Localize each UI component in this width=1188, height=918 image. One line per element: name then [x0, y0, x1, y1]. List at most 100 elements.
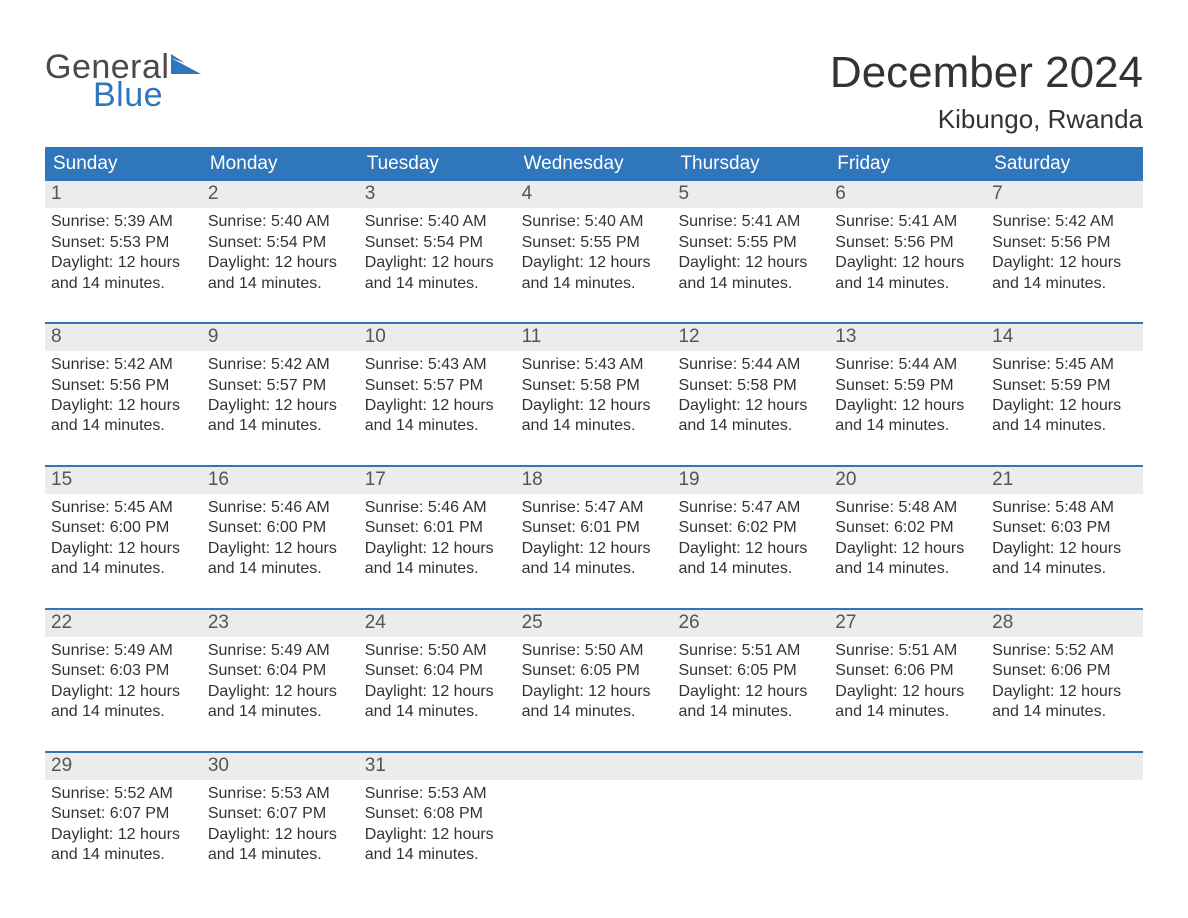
day-cell [829, 753, 986, 872]
sunrise-line: Sunrise: 5:46 AM [365, 498, 510, 518]
day-number [672, 753, 829, 780]
daylight-line: Daylight: 12 hours and 14 minutes. [51, 825, 196, 866]
day-body: Sunrise: 5:46 AMSunset: 6:01 PMDaylight:… [359, 494, 516, 586]
daylight-line: Daylight: 12 hours and 14 minutes. [365, 825, 510, 866]
sunset-line: Sunset: 5:58 PM [522, 376, 667, 396]
day-number: 20 [829, 467, 986, 494]
day-body: Sunrise: 5:53 AMSunset: 6:08 PMDaylight:… [359, 780, 516, 872]
sunrise-line: Sunrise: 5:53 AM [365, 784, 510, 804]
day-number [516, 753, 673, 780]
day-body: Sunrise: 5:40 AMSunset: 5:54 PMDaylight:… [359, 208, 516, 300]
day-cell: 22Sunrise: 5:49 AMSunset: 6:03 PMDayligh… [45, 610, 202, 729]
day-body [672, 780, 829, 790]
day-body: Sunrise: 5:43 AMSunset: 5:57 PMDaylight:… [359, 351, 516, 443]
sunset-line: Sunset: 5:56 PM [992, 233, 1137, 253]
daylight-line: Daylight: 12 hours and 14 minutes. [51, 396, 196, 437]
day-body: Sunrise: 5:47 AMSunset: 6:01 PMDaylight:… [516, 494, 673, 586]
sunrise-line: Sunrise: 5:45 AM [992, 355, 1137, 375]
day-cell: 31Sunrise: 5:53 AMSunset: 6:08 PMDayligh… [359, 753, 516, 872]
sunset-line: Sunset: 6:01 PM [522, 518, 667, 538]
sunset-line: Sunset: 6:03 PM [51, 661, 196, 681]
day-cell: 12Sunrise: 5:44 AMSunset: 5:58 PMDayligh… [672, 324, 829, 443]
weeks-container: 1Sunrise: 5:39 AMSunset: 5:53 PMDaylight… [45, 181, 1143, 871]
daylight-line: Daylight: 12 hours and 14 minutes. [51, 539, 196, 580]
sunset-line: Sunset: 6:00 PM [208, 518, 353, 538]
location-label: Kibungo, Rwanda [830, 104, 1143, 135]
weekday-tuesday: Tuesday [359, 147, 516, 181]
day-number: 5 [672, 181, 829, 208]
day-number: 24 [359, 610, 516, 637]
daylight-line: Daylight: 12 hours and 14 minutes. [835, 253, 980, 294]
daylight-line: Daylight: 12 hours and 14 minutes. [678, 396, 823, 437]
sunrise-line: Sunrise: 5:45 AM [51, 498, 196, 518]
sunset-line: Sunset: 5:53 PM [51, 233, 196, 253]
sunrise-line: Sunrise: 5:44 AM [678, 355, 823, 375]
daylight-line: Daylight: 12 hours and 14 minutes. [678, 682, 823, 723]
day-cell: 2Sunrise: 5:40 AMSunset: 5:54 PMDaylight… [202, 181, 359, 300]
daylight-line: Daylight: 12 hours and 14 minutes. [365, 682, 510, 723]
sunset-line: Sunset: 5:57 PM [365, 376, 510, 396]
day-number: 25 [516, 610, 673, 637]
weekday-thursday: Thursday [672, 147, 829, 181]
day-cell: 10Sunrise: 5:43 AMSunset: 5:57 PMDayligh… [359, 324, 516, 443]
daylight-line: Daylight: 12 hours and 14 minutes. [51, 253, 196, 294]
day-number: 14 [986, 324, 1143, 351]
daylight-line: Daylight: 12 hours and 14 minutes. [365, 253, 510, 294]
day-cell: 24Sunrise: 5:50 AMSunset: 6:04 PMDayligh… [359, 610, 516, 729]
day-cell: 23Sunrise: 5:49 AMSunset: 6:04 PMDayligh… [202, 610, 359, 729]
day-number: 18 [516, 467, 673, 494]
sunrise-line: Sunrise: 5:41 AM [835, 212, 980, 232]
day-body: Sunrise: 5:43 AMSunset: 5:58 PMDaylight:… [516, 351, 673, 443]
sunrise-line: Sunrise: 5:42 AM [992, 212, 1137, 232]
sunrise-line: Sunrise: 5:53 AM [208, 784, 353, 804]
sunset-line: Sunset: 5:55 PM [522, 233, 667, 253]
day-body: Sunrise: 5:50 AMSunset: 6:04 PMDaylight:… [359, 637, 516, 729]
sunset-line: Sunset: 6:04 PM [365, 661, 510, 681]
day-cell: 29Sunrise: 5:52 AMSunset: 6:07 PMDayligh… [45, 753, 202, 872]
sunrise-line: Sunrise: 5:40 AM [208, 212, 353, 232]
daylight-line: Daylight: 12 hours and 14 minutes. [522, 253, 667, 294]
day-number [986, 753, 1143, 780]
sunrise-line: Sunrise: 5:50 AM [522, 641, 667, 661]
sunrise-line: Sunrise: 5:40 AM [522, 212, 667, 232]
sunrise-line: Sunrise: 5:41 AM [678, 212, 823, 232]
day-cell: 11Sunrise: 5:43 AMSunset: 5:58 PMDayligh… [516, 324, 673, 443]
daylight-line: Daylight: 12 hours and 14 minutes. [992, 682, 1137, 723]
sunset-line: Sunset: 5:56 PM [51, 376, 196, 396]
sunset-line: Sunset: 6:05 PM [522, 661, 667, 681]
day-body [829, 780, 986, 790]
sunrise-line: Sunrise: 5:51 AM [835, 641, 980, 661]
day-number: 19 [672, 467, 829, 494]
sunrise-line: Sunrise: 5:39 AM [51, 212, 196, 232]
sunset-line: Sunset: 6:05 PM [678, 661, 823, 681]
day-body: Sunrise: 5:53 AMSunset: 6:07 PMDaylight:… [202, 780, 359, 872]
sunrise-line: Sunrise: 5:43 AM [522, 355, 667, 375]
week-gap [45, 443, 1143, 465]
day-number: 22 [45, 610, 202, 637]
daylight-line: Daylight: 12 hours and 14 minutes. [522, 396, 667, 437]
daylight-line: Daylight: 12 hours and 14 minutes. [678, 253, 823, 294]
daylight-line: Daylight: 12 hours and 14 minutes. [992, 396, 1137, 437]
day-body: Sunrise: 5:49 AMSunset: 6:04 PMDaylight:… [202, 637, 359, 729]
day-cell: 3Sunrise: 5:40 AMSunset: 5:54 PMDaylight… [359, 181, 516, 300]
sunset-line: Sunset: 6:04 PM [208, 661, 353, 681]
sunset-line: Sunset: 5:54 PM [365, 233, 510, 253]
day-number: 3 [359, 181, 516, 208]
weekday-friday: Friday [829, 147, 986, 181]
day-number: 7 [986, 181, 1143, 208]
day-body: Sunrise: 5:46 AMSunset: 6:00 PMDaylight:… [202, 494, 359, 586]
day-number: 23 [202, 610, 359, 637]
day-number: 6 [829, 181, 986, 208]
week-row: 29Sunrise: 5:52 AMSunset: 6:07 PMDayligh… [45, 751, 1143, 872]
day-cell: 15Sunrise: 5:45 AMSunset: 6:00 PMDayligh… [45, 467, 202, 586]
day-cell: 27Sunrise: 5:51 AMSunset: 6:06 PMDayligh… [829, 610, 986, 729]
daylight-line: Daylight: 12 hours and 14 minutes. [365, 396, 510, 437]
daylight-line: Daylight: 12 hours and 14 minutes. [51, 682, 196, 723]
daylight-line: Daylight: 12 hours and 14 minutes. [678, 539, 823, 580]
day-cell: 18Sunrise: 5:47 AMSunset: 6:01 PMDayligh… [516, 467, 673, 586]
day-body: Sunrise: 5:41 AMSunset: 5:56 PMDaylight:… [829, 208, 986, 300]
day-body: Sunrise: 5:51 AMSunset: 6:05 PMDaylight:… [672, 637, 829, 729]
day-number: 29 [45, 753, 202, 780]
weekday-sunday: Sunday [45, 147, 202, 181]
calendar: SundayMondayTuesdayWednesdayThursdayFrid… [45, 147, 1143, 871]
